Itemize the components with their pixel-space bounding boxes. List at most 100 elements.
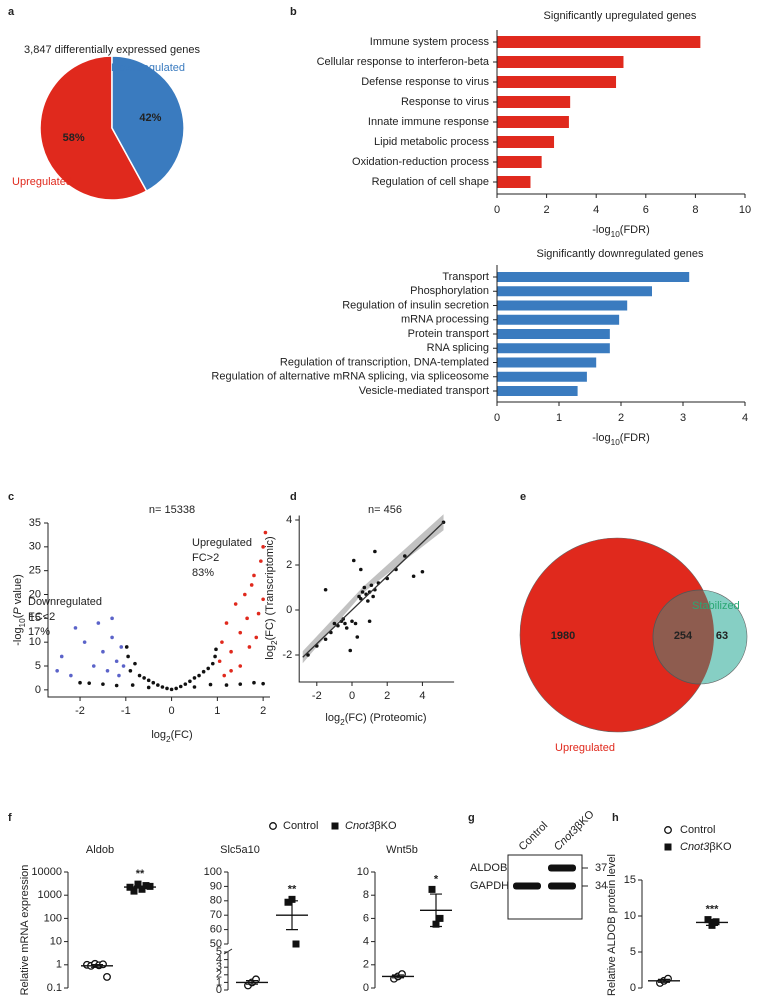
x-tick-label: -2 bbox=[312, 690, 322, 702]
point bbox=[101, 682, 105, 686]
y-tick-label: 25 bbox=[29, 565, 41, 577]
lane-label-part: βKO bbox=[572, 808, 597, 833]
point bbox=[411, 574, 416, 579]
y-tick-label: 0 bbox=[630, 982, 636, 994]
band bbox=[513, 882, 541, 890]
venn-set-label: Stabilized bbox=[692, 600, 740, 612]
category-label: Protein transport bbox=[408, 328, 489, 340]
y-axis-label: log2(FC) (Transcriptomic) bbox=[264, 536, 279, 659]
y-axis-label-part: (FC) (Transcriptomic) bbox=[264, 536, 276, 640]
ko-point bbox=[284, 898, 292, 906]
band-size: 34 bbox=[595, 880, 607, 892]
axis bbox=[496, 30, 745, 195]
ko-point bbox=[292, 940, 300, 948]
ko-point bbox=[288, 895, 296, 903]
point bbox=[362, 585, 367, 590]
y-tick-label: 4 bbox=[363, 936, 369, 948]
y-axis-label-part: 2 bbox=[270, 640, 279, 645]
bar bbox=[497, 329, 610, 339]
y-axis-label-part: value) bbox=[12, 574, 24, 607]
point bbox=[371, 594, 375, 599]
point bbox=[214, 647, 218, 652]
point bbox=[208, 682, 213, 687]
point bbox=[114, 659, 119, 664]
legend-label: Cnot3βKO bbox=[345, 820, 397, 832]
x-axis-label-part: (FC) (Proteomic) bbox=[345, 712, 427, 724]
category-label: Lipid metabolic process bbox=[374, 136, 489, 148]
point bbox=[323, 637, 328, 642]
venn-count: 254 bbox=[674, 630, 693, 642]
x-tick-label: 2 bbox=[384, 690, 390, 702]
x-tick-label: 1 bbox=[214, 705, 220, 717]
bar bbox=[497, 300, 628, 311]
y-tick-label: 6 bbox=[363, 912, 369, 924]
y-axis-label-part: -log bbox=[12, 627, 24, 645]
point bbox=[243, 592, 247, 597]
point bbox=[183, 682, 188, 686]
y-axis-label: Relative ALDOB protein level bbox=[606, 854, 618, 996]
x-tick-label: 2 bbox=[544, 204, 550, 216]
legend-label-part: βKO bbox=[374, 820, 397, 832]
point bbox=[360, 590, 365, 594]
point bbox=[87, 681, 91, 685]
error-bar bbox=[430, 893, 442, 928]
y-axis-label: Relative mRNA expression bbox=[19, 865, 31, 996]
bar bbox=[497, 116, 569, 128]
point bbox=[350, 619, 354, 624]
bar bbox=[497, 36, 701, 48]
point bbox=[130, 683, 135, 687]
x-tick-label: 6 bbox=[643, 204, 649, 216]
category-label: Defense response to virus bbox=[361, 76, 489, 88]
band-name: ALDOB bbox=[470, 862, 507, 874]
bar bbox=[497, 156, 542, 168]
venn-set-label: Upregulated bbox=[555, 742, 615, 754]
point bbox=[420, 569, 425, 574]
y-tick-label: 100 bbox=[204, 866, 222, 878]
point bbox=[96, 621, 101, 625]
category-label: mRNA processing bbox=[401, 314, 489, 326]
y-tick-label: 3 bbox=[216, 961, 222, 973]
y-tick-label: 0 bbox=[216, 984, 222, 996]
point bbox=[224, 683, 229, 687]
point bbox=[343, 621, 347, 626]
chart-title: Slc5a10 bbox=[220, 844, 260, 856]
point bbox=[229, 668, 233, 673]
error-bar bbox=[91, 964, 103, 968]
point bbox=[332, 621, 337, 626]
panel-letter: d bbox=[290, 491, 297, 503]
y-tick-label: 2 bbox=[363, 959, 369, 971]
point bbox=[91, 664, 96, 668]
point bbox=[188, 679, 192, 684]
point bbox=[156, 683, 160, 687]
x-tick-label: 8 bbox=[692, 204, 698, 216]
y-tick-label: 1 bbox=[56, 959, 62, 971]
legend-square bbox=[331, 822, 339, 830]
point bbox=[128, 668, 133, 673]
point bbox=[178, 684, 183, 689]
point bbox=[261, 681, 265, 686]
x-axis-label-part: 2 bbox=[340, 718, 345, 727]
point bbox=[249, 583, 254, 587]
x-tick-label: 10 bbox=[739, 204, 751, 216]
y-tick-label: 8 bbox=[363, 889, 369, 901]
x-axis-label: log2(FC) (Proteomic) bbox=[325, 712, 426, 727]
slice-label: 42% bbox=[139, 112, 161, 124]
point bbox=[114, 683, 119, 688]
x-axis-label-part: -log bbox=[592, 432, 610, 444]
chart-title: n= 15338 bbox=[149, 504, 195, 516]
point bbox=[403, 554, 407, 558]
point bbox=[146, 678, 151, 683]
point bbox=[133, 661, 137, 666]
panel-letter: e bbox=[520, 491, 526, 503]
x-axis-label: -log10(FDR) bbox=[592, 224, 649, 239]
venn-count: 63 bbox=[716, 630, 728, 642]
point bbox=[192, 685, 197, 689]
panel-letter: c bbox=[8, 491, 14, 503]
x-tick-label: 2 bbox=[260, 705, 266, 717]
point bbox=[359, 567, 363, 572]
significance: *** bbox=[706, 904, 720, 916]
y-tick-label: 0.1 bbox=[47, 982, 62, 994]
y-tick-label: 5 bbox=[35, 660, 41, 672]
x-axis-label-part: log bbox=[325, 712, 340, 724]
